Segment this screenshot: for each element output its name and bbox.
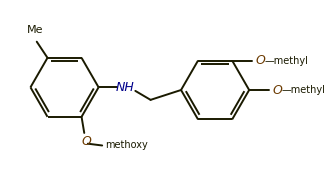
Text: O: O bbox=[273, 84, 282, 96]
Text: NH: NH bbox=[116, 81, 135, 94]
Text: O: O bbox=[256, 54, 265, 67]
Text: O: O bbox=[81, 134, 91, 147]
Text: —methyl: —methyl bbox=[281, 85, 325, 95]
Text: —methyl: —methyl bbox=[264, 55, 308, 66]
Text: methoxy: methoxy bbox=[105, 140, 148, 150]
Text: Me: Me bbox=[27, 25, 43, 35]
